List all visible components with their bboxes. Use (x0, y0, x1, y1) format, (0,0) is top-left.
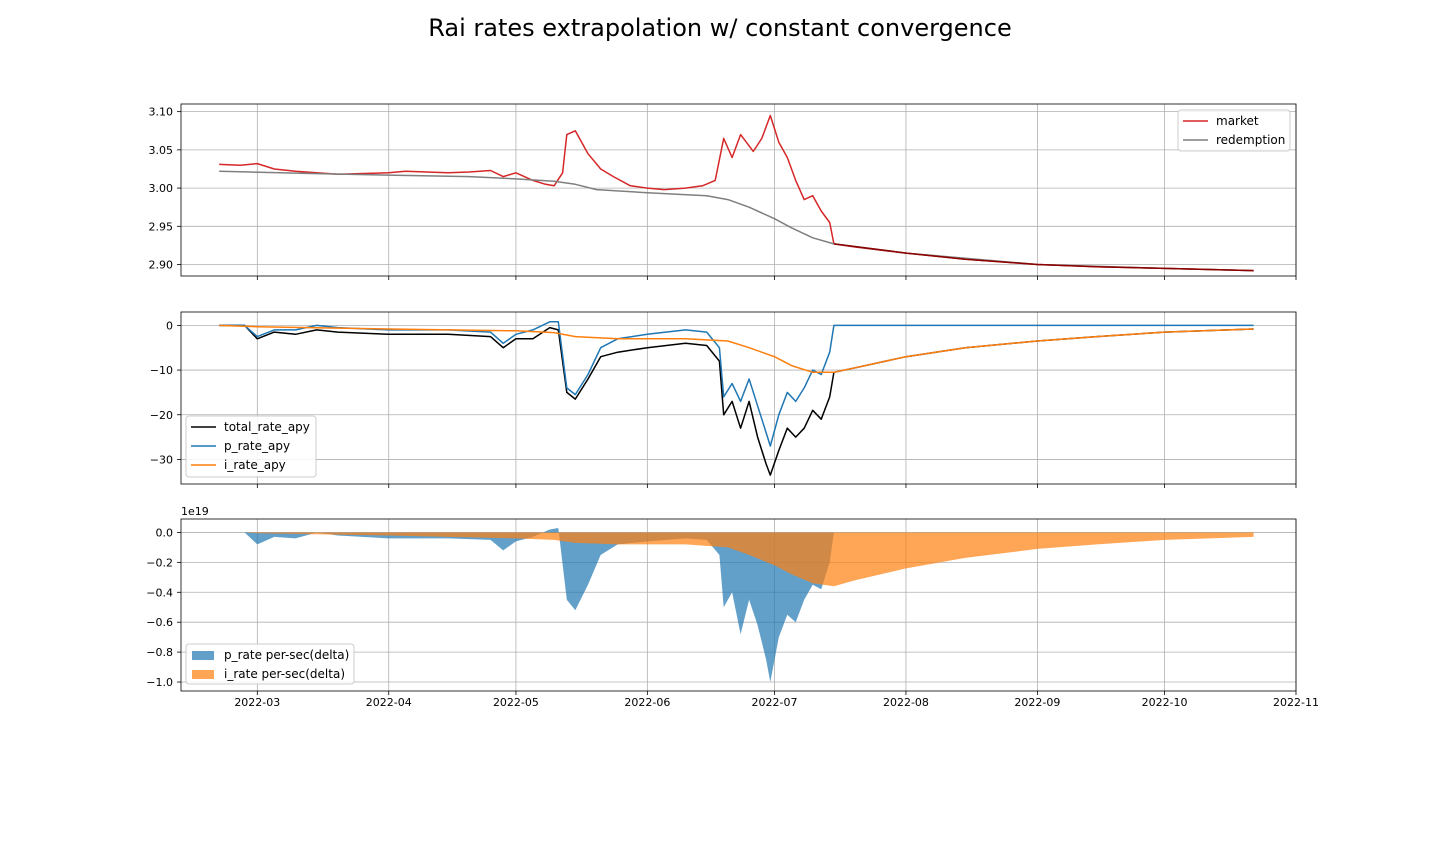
y-tick-label: 3.05 (149, 144, 174, 157)
y-tick-label: −0.8 (146, 646, 173, 659)
legend-label: i_rate per-sec(delta) (224, 667, 345, 681)
line-p-rate-apy (219, 321, 1254, 447)
y-tick-label: −1.0 (146, 676, 173, 689)
x-tick-label: 2022-10 (1142, 696, 1188, 709)
legend-label: p_rate per-sec(delta) (224, 648, 349, 662)
x-tick-label: 2022-09 (1014, 696, 1060, 709)
legend: market redemption (1177, 109, 1291, 152)
x-tick-label: 2022-05 (493, 696, 539, 709)
y-tick-label: −0.4 (146, 586, 173, 599)
y-tick-label: 0.0 (156, 526, 174, 539)
y-tick-label: 2.90 (149, 259, 174, 272)
y-tick-label: −10 (150, 364, 173, 377)
y-tick-label: −30 (150, 453, 173, 466)
y-tick-label: −20 (150, 409, 173, 422)
line-redemption (219, 170, 1254, 272)
y-offset-label: 1e19 (181, 505, 209, 518)
y-tick-label: −0.6 (146, 616, 173, 629)
y-tick-label: 3.10 (149, 106, 174, 119)
axes-frame (180, 518, 1297, 692)
y-tick-label: 3.00 (149, 182, 174, 195)
y-tick-label: 0 (166, 319, 173, 332)
line-total-rate-apy (219, 324, 1254, 476)
legend-label: p_rate_apy (224, 439, 290, 453)
axes-frame (180, 103, 1297, 277)
line-i-rate-apy (219, 324, 1254, 374)
x-tick-label: 2022-04 (366, 696, 412, 709)
panel-market-redemption: 2.90 2.95 3.00 3.05 3.10 market redemption (149, 103, 1297, 280)
plot-area (219, 114, 1254, 272)
x-tick-label: 2022-11 (1273, 696, 1319, 709)
panel-rate-apy: 0 −10 −20 −30 total_rate_apy p_rate_apy i_rate… (150, 311, 1297, 488)
legend-label: market (1216, 114, 1259, 128)
area-i-rate-per-sec-delta- (244, 532, 1254, 587)
y-tick-label: −0.2 (146, 556, 173, 569)
y-tick-label: 2.95 (149, 220, 174, 233)
panel-per-sec-delta: 0.0 −0.2 −0.4 −0.6 −0.8 −1.0 2022-03 2022-04 202… (146, 505, 1319, 709)
x-tick-label: 2022-03 (234, 696, 280, 709)
plot-area (219, 321, 1254, 476)
legend-swatch (192, 670, 214, 679)
legend-box (185, 415, 317, 478)
x-tick-label: 2022-08 (883, 696, 929, 709)
legend: total_rate_apy p_rate_apy i_rate_apy (185, 415, 317, 478)
grid (181, 104, 1297, 276)
legend-label: i_rate_apy (224, 458, 286, 472)
axes-frame (180, 311, 1297, 485)
line-overlap (833, 243, 1254, 272)
x-tick-label: 2022-06 (624, 696, 670, 709)
legend-label: total_rate_apy (224, 420, 310, 434)
legend-box (185, 643, 355, 685)
line-market (219, 114, 1254, 272)
plot-area (244, 528, 1254, 682)
legend-label: redemption (1216, 133, 1285, 147)
x-tick-label: 2022-07 (752, 696, 798, 709)
figure-title: Rai rates extrapolation w/ constant conv… (428, 14, 1011, 42)
legend: p_rate per-sec(delta) i_rate per-sec(delt… (185, 643, 355, 685)
legend-swatch (192, 651, 214, 660)
